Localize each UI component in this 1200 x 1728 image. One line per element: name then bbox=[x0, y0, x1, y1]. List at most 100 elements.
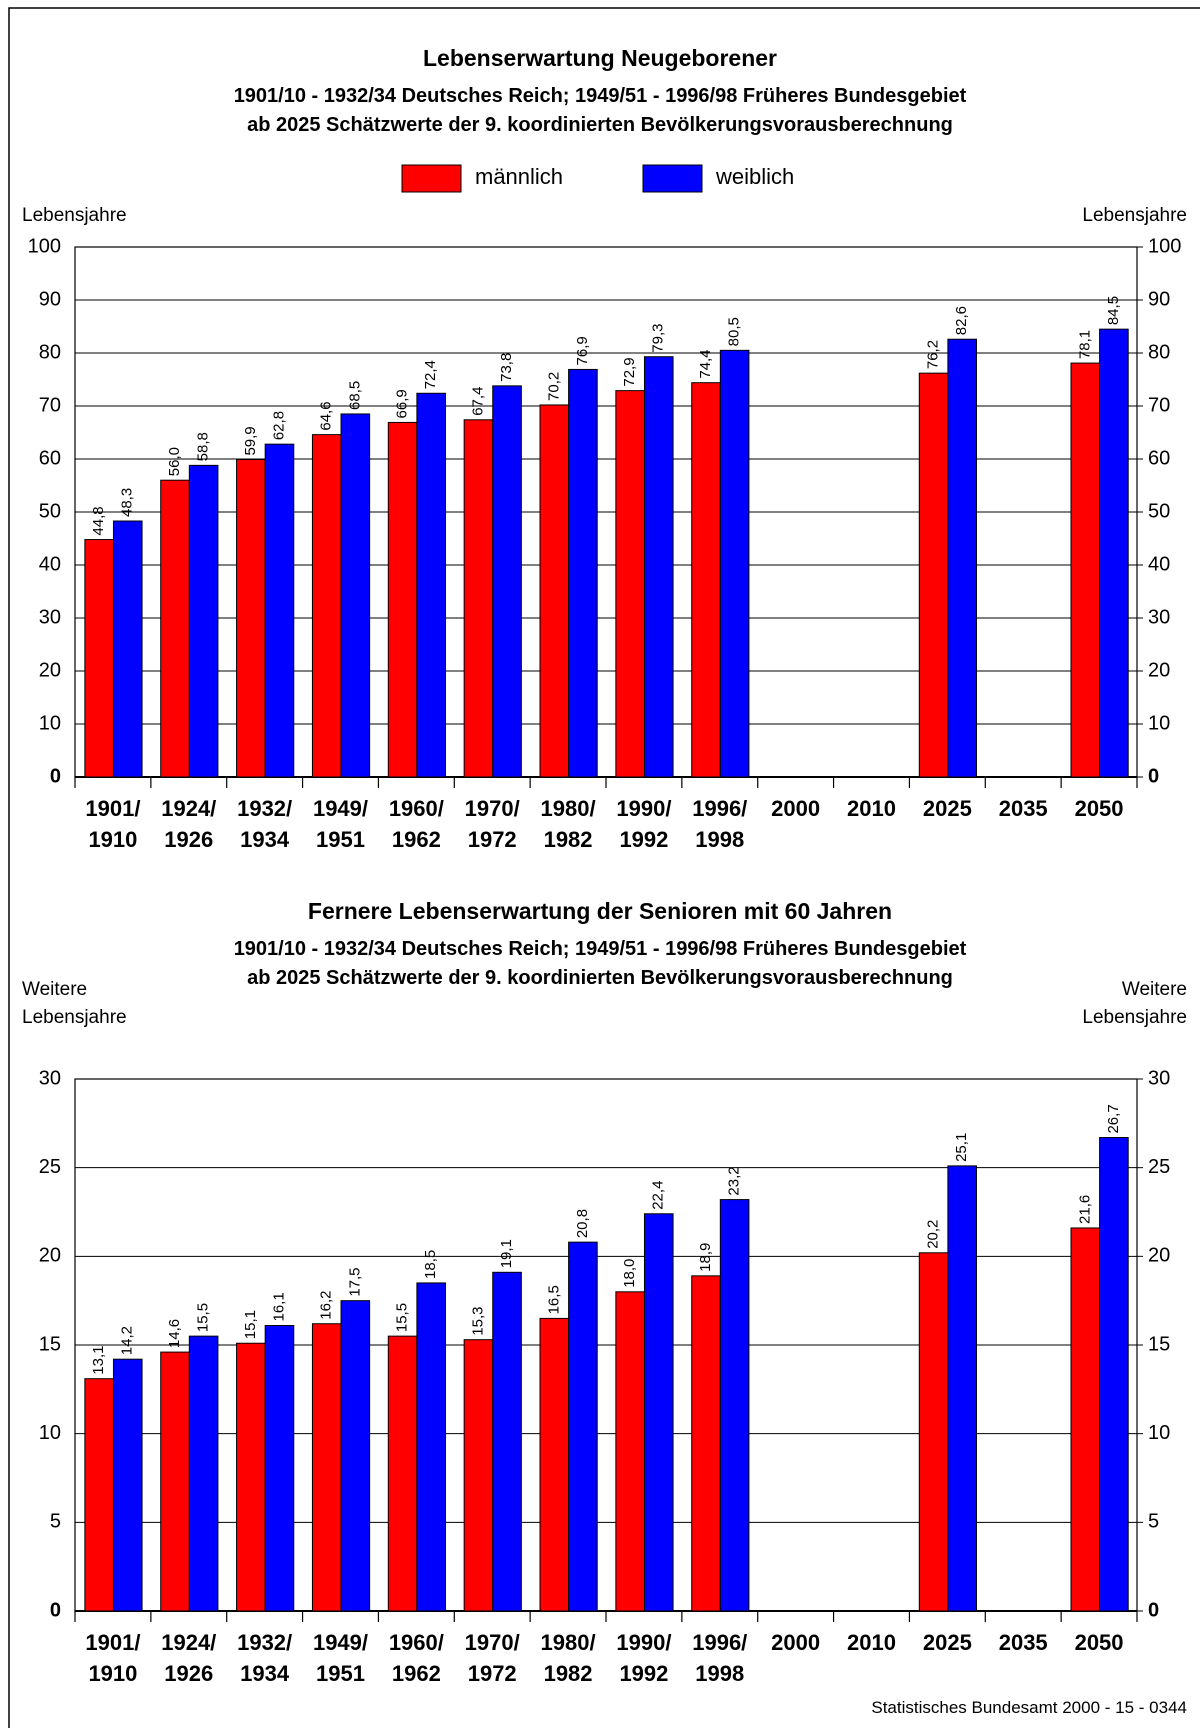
value-label: 64,6 bbox=[318, 401, 335, 430]
value-label: 26,7 bbox=[1105, 1104, 1122, 1133]
bar bbox=[719, 349, 750, 778]
x-tick-label: 1932/ 1934 bbox=[237, 1630, 293, 1686]
x-tick-label: 1924/ 1926 bbox=[161, 1630, 217, 1686]
y2-tick-label: 70 bbox=[1148, 394, 1170, 416]
bar bbox=[387, 421, 418, 778]
value-label: 18,9 bbox=[697, 1243, 714, 1272]
x-tick-label: 2035 bbox=[998, 1630, 1048, 1655]
y-axis-label: Weitere Lebensjahre bbox=[22, 979, 127, 1028]
x-tick-label: 2010 bbox=[847, 1630, 896, 1655]
bar bbox=[539, 1317, 570, 1612]
x-tick-label: 1960/ 1962 bbox=[388, 796, 444, 852]
y2-tick-label: 80 bbox=[1148, 341, 1170, 363]
value-label: 15,3 bbox=[469, 1306, 486, 1335]
value-label: 56,0 bbox=[166, 447, 183, 476]
bar bbox=[947, 338, 977, 778]
legend-swatch bbox=[401, 164, 462, 193]
y-axis-label: Lebensjahre bbox=[22, 205, 127, 226]
y2-tick-label: 25 bbox=[1148, 1156, 1170, 1178]
x-tick-label: 1996/ 1998 bbox=[692, 1630, 748, 1686]
y2-tick-label: 90 bbox=[1148, 288, 1170, 310]
y2-tick-label: 30 bbox=[1148, 606, 1170, 628]
bar bbox=[492, 385, 522, 778]
value-label: 76,2 bbox=[925, 340, 942, 369]
y-tick-label: 0 bbox=[50, 1599, 61, 1621]
value-label: 67,4 bbox=[469, 387, 486, 416]
y2-tick-label: 60 bbox=[1148, 447, 1170, 469]
value-label: 25,1 bbox=[953, 1133, 970, 1162]
y2-tick-label: 100 bbox=[1148, 235, 1181, 257]
value-label: 20,8 bbox=[574, 1209, 591, 1238]
x-tick-label: 1960/ 1962 bbox=[388, 1630, 444, 1686]
y-tick-label: 50 bbox=[39, 500, 61, 522]
bar bbox=[1099, 1137, 1129, 1612]
bar bbox=[416, 1282, 446, 1612]
bar bbox=[112, 1358, 143, 1612]
value-label: 78,1 bbox=[1076, 330, 1093, 359]
value-label: 80,5 bbox=[726, 317, 743, 346]
chart-title: Lebenserwartung Neugeborener bbox=[422, 45, 778, 71]
y-tick-label: 30 bbox=[39, 1067, 61, 1089]
value-label: 21,6 bbox=[1076, 1195, 1093, 1224]
x-tick-label: 2000 bbox=[771, 796, 821, 821]
x-tick-label: 1924/ 1926 bbox=[161, 796, 217, 852]
y-tick-label: 60 bbox=[39, 447, 61, 469]
value-label: 74,4 bbox=[697, 349, 714, 378]
bar bbox=[236, 459, 266, 778]
x-tick-label: 1970/ 1972 bbox=[464, 1630, 520, 1686]
value-label: 15,5 bbox=[195, 1303, 212, 1332]
value-label: 15,5 bbox=[394, 1303, 411, 1332]
y-tick-label: 10 bbox=[39, 712, 61, 734]
chart-title: Fernere Lebenserwartung der Senioren mit… bbox=[307, 898, 893, 924]
chart-subtitle: 1901/10 - 1932/34 Deutsches Reich; 1949/… bbox=[233, 938, 967, 989]
y-tick-label: 10 bbox=[39, 1422, 61, 1444]
y2-tick-label: 40 bbox=[1148, 553, 1170, 575]
bar bbox=[112, 520, 143, 778]
x-tick-label: 1990/ 1992 bbox=[616, 1630, 672, 1686]
y-tick-label: 0 bbox=[50, 765, 61, 787]
legend-label: männlich bbox=[475, 164, 563, 189]
value-label: 84,5 bbox=[1105, 296, 1122, 325]
bar bbox=[643, 356, 674, 778]
bar bbox=[691, 1275, 721, 1612]
bar bbox=[918, 1252, 949, 1612]
y2-axis-label: Weitere Lebensjahre bbox=[1082, 979, 1187, 1028]
bar bbox=[387, 1335, 418, 1612]
y2-tick-label: 15 bbox=[1148, 1333, 1170, 1355]
value-label: 72,9 bbox=[621, 357, 638, 386]
x-tick-label: 2025 bbox=[922, 796, 972, 821]
x-tick-label: 1990/ 1992 bbox=[616, 796, 672, 852]
x-tick-label: 2010 bbox=[847, 796, 896, 821]
bar bbox=[188, 464, 219, 778]
x-tick-label: 1949/ 1951 bbox=[312, 1630, 369, 1686]
bar bbox=[643, 1213, 674, 1612]
value-label: 79,3 bbox=[650, 324, 667, 353]
bar bbox=[719, 1199, 750, 1612]
bar bbox=[615, 390, 645, 778]
value-label: 73,8 bbox=[498, 353, 515, 382]
bar bbox=[188, 1335, 219, 1612]
bar bbox=[1070, 1227, 1101, 1612]
bar bbox=[492, 1271, 522, 1612]
value-label: 14,2 bbox=[119, 1326, 136, 1355]
y-tick-label: 25 bbox=[39, 1156, 61, 1178]
value-label: 76,9 bbox=[574, 336, 591, 365]
bar bbox=[1099, 328, 1129, 778]
bar bbox=[84, 539, 114, 778]
value-label: 16,5 bbox=[545, 1285, 562, 1314]
y2-tick-label: 0 bbox=[1148, 765, 1159, 787]
bar bbox=[918, 372, 949, 778]
x-tick-label: 2050 bbox=[1074, 796, 1124, 821]
bar bbox=[568, 1241, 598, 1612]
y-tick-label: 20 bbox=[39, 659, 61, 681]
y2-axis-label: Lebensjahre bbox=[1082, 205, 1187, 226]
bar bbox=[236, 1342, 266, 1612]
bar bbox=[311, 1323, 342, 1612]
value-label: 58,8 bbox=[195, 432, 212, 461]
x-tick-label: 2050 bbox=[1074, 1630, 1124, 1655]
x-tick-label: 1970/ 1972 bbox=[464, 796, 520, 852]
bar bbox=[160, 1351, 190, 1612]
chart-subtitle: 1901/10 - 1932/34 Deutsches Reich; 1949/… bbox=[233, 85, 967, 136]
